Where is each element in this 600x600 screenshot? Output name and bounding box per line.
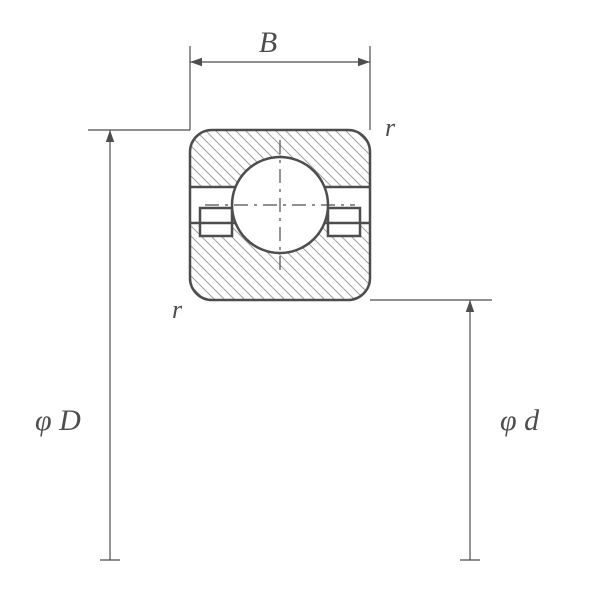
bearing-cross-section-figure: r r B φ D φ d bbox=[0, 0, 600, 600]
dimension-d bbox=[370, 300, 492, 560]
dimension-D bbox=[88, 130, 190, 560]
label-D: φ D bbox=[35, 404, 81, 437]
label-d: φ d bbox=[500, 404, 540, 437]
label-B: B bbox=[259, 26, 277, 59]
label-r-top: r bbox=[385, 113, 396, 142]
label-r-bottom: r bbox=[172, 295, 183, 324]
dimension-B bbox=[190, 46, 370, 130]
